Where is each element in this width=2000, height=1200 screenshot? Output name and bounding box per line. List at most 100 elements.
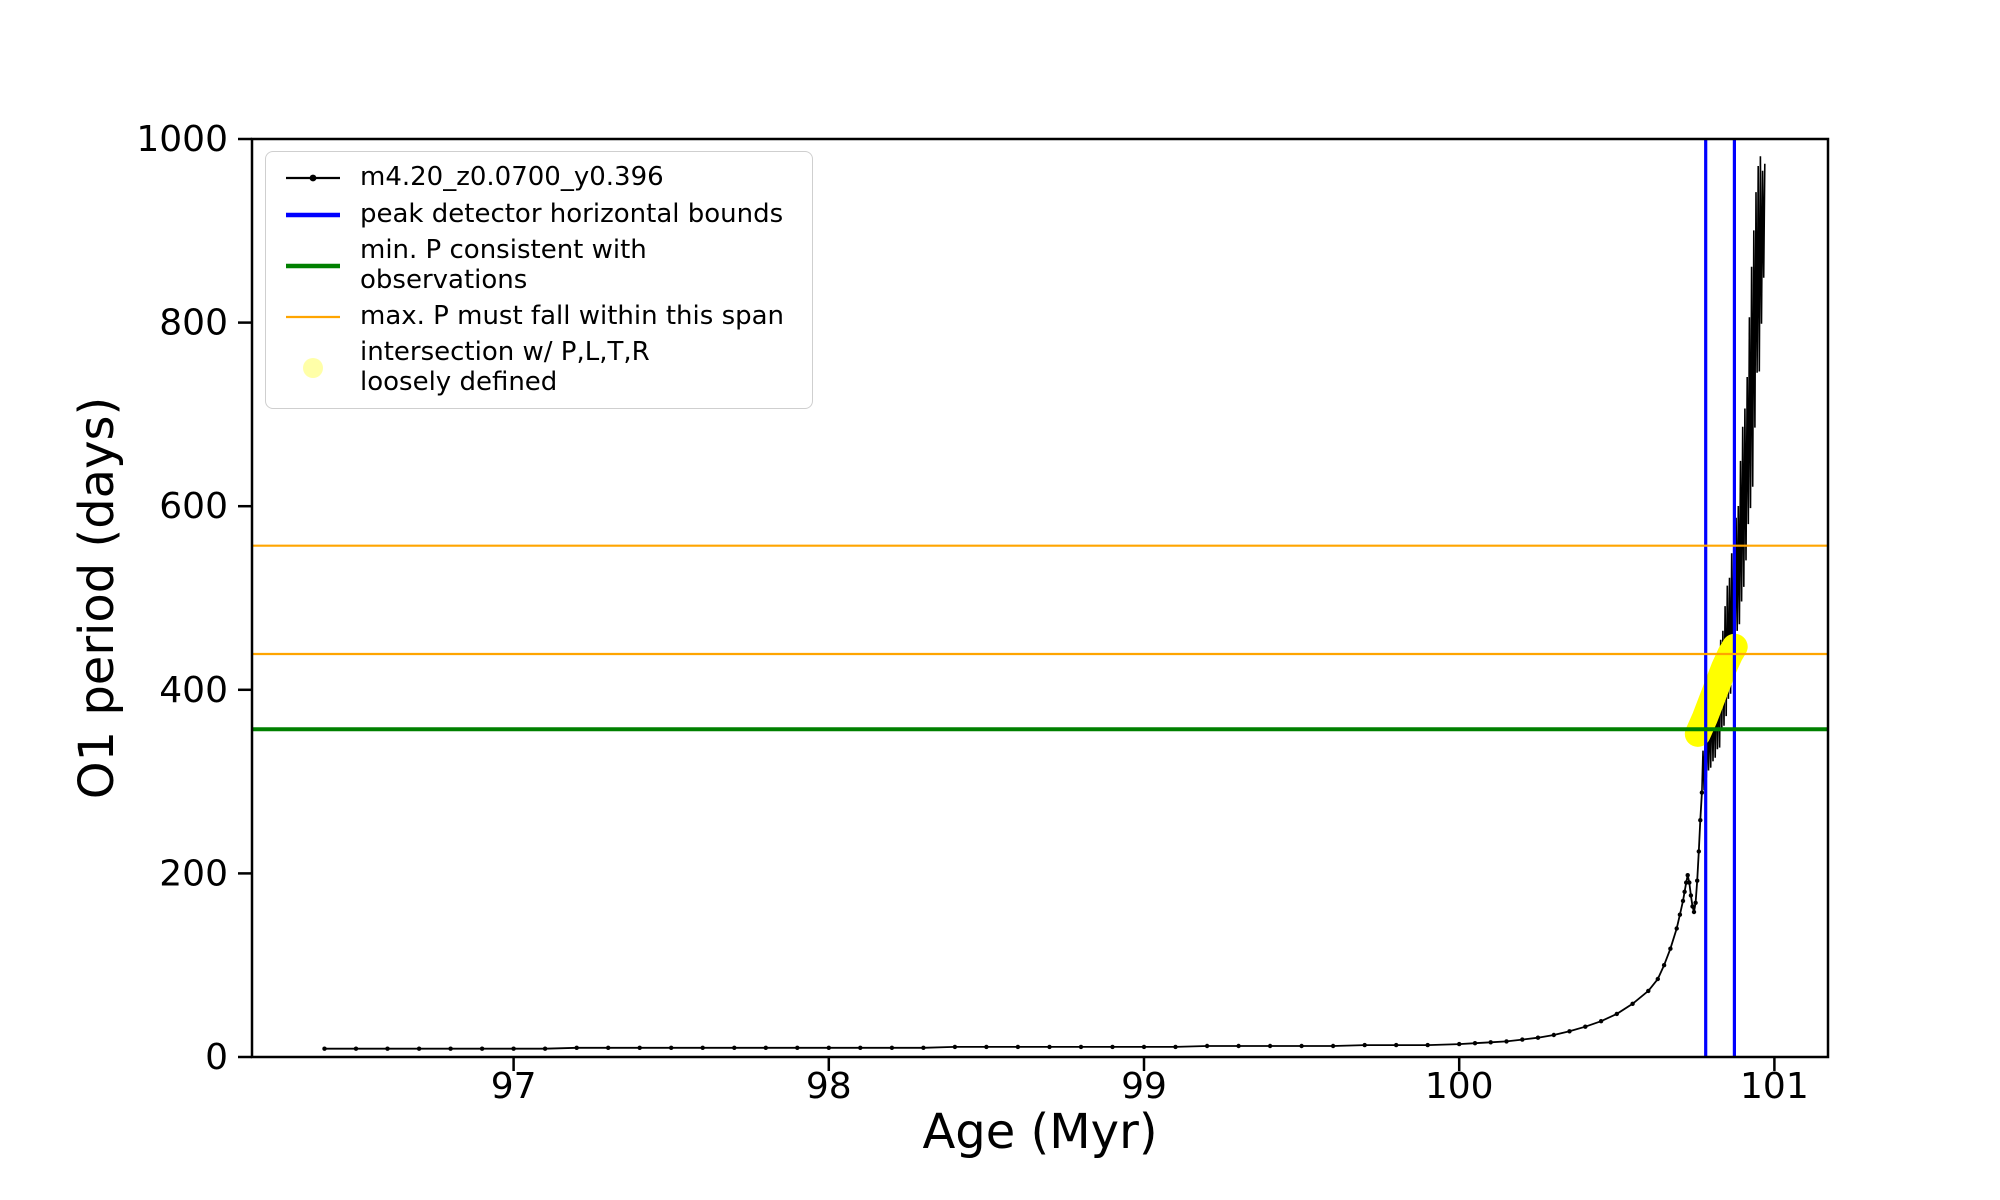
legend-label: m4.20_z0.0700_y0.396 — [360, 162, 664, 193]
series-marker — [1236, 1043, 1241, 1049]
series-marker — [606, 1045, 611, 1051]
series-marker — [1535, 1035, 1541, 1040]
y-tick-label: 400 — [159, 670, 228, 711]
legend-label: min. P consistent with observations — [360, 235, 647, 295]
y-tick-label: 1000 — [136, 119, 228, 160]
legend-entry: max. P must fall within this span — [282, 301, 796, 333]
series-marker — [1687, 880, 1692, 885]
series-marker — [1394, 1042, 1399, 1048]
legend-entry: intersection w/ P,L,T,R loosely defined — [282, 336, 796, 398]
thick-line-legend-swatch — [286, 212, 340, 218]
series-marker — [669, 1045, 674, 1051]
y-axis-title: O1 period (days) — [69, 396, 125, 800]
series-marker — [1684, 880, 1689, 885]
series-marker — [1598, 1019, 1604, 1024]
series-marker — [1693, 900, 1698, 905]
x-tick-label: 100 — [1425, 1066, 1494, 1107]
series-marker — [1685, 873, 1690, 878]
series-marker — [1668, 946, 1673, 951]
series-marker — [1698, 818, 1703, 823]
series-marker — [322, 1046, 327, 1051]
series-marker — [1674, 926, 1679, 931]
series-marker — [1690, 904, 1695, 909]
series-marker — [700, 1045, 705, 1051]
series-marker — [574, 1045, 579, 1051]
series-marker — [1204, 1043, 1210, 1049]
series-marker — [1630, 1001, 1635, 1006]
series-marker — [542, 1046, 548, 1051]
series-marker — [1567, 1029, 1572, 1034]
series-marker — [1682, 889, 1687, 894]
y-tick-label: 800 — [159, 303, 228, 344]
series-marker — [511, 1046, 516, 1051]
series-marker — [889, 1045, 895, 1051]
plot-border — [250, 137, 1830, 1059]
legend-entry: m4.20_z0.0700_y0.396 — [282, 162, 796, 194]
series-marker — [1691, 909, 1697, 915]
x-tick-label: 98 — [806, 1066, 852, 1107]
series-marker — [1015, 1044, 1021, 1050]
series-marker — [353, 1046, 359, 1051]
x-tick-label: 97 — [491, 1066, 537, 1107]
series-marker — [1504, 1039, 1509, 1044]
series-marker — [637, 1045, 642, 1051]
series-marker — [1655, 976, 1661, 982]
series-marker — [952, 1044, 958, 1050]
series-marker — [1520, 1037, 1525, 1042]
series-line — [324, 792, 1703, 1050]
line-marker-legend-swatch — [286, 174, 340, 182]
legend-label: max. P must fall within this span — [360, 300, 785, 331]
series-marker — [1173, 1044, 1178, 1050]
series-marker — [1362, 1042, 1367, 1048]
series-marker — [1699, 790, 1705, 795]
x-tick-label: 99 — [1121, 1066, 1167, 1107]
legend-label: peak detector horizontal bounds — [360, 199, 784, 230]
series-marker — [385, 1046, 390, 1051]
series-marker — [1661, 963, 1667, 968]
legend-entry: peak detector horizontal bounds — [282, 199, 796, 231]
series-marker — [1677, 912, 1683, 917]
series-marker — [1695, 878, 1700, 883]
y-tick-label: 600 — [159, 486, 228, 527]
series-marker — [858, 1045, 863, 1051]
x-axis-title: Age (Myr) — [922, 1104, 1158, 1160]
series-marker — [1267, 1043, 1273, 1049]
series-marker — [1488, 1040, 1493, 1045]
y-tick-label: 0 — [205, 1037, 228, 1078]
series-marker — [984, 1044, 989, 1050]
line-legend-swatch — [286, 315, 340, 318]
series-marker — [1330, 1043, 1336, 1049]
thick-line-legend-swatch — [286, 263, 340, 269]
series-marker — [416, 1046, 422, 1051]
series-marker — [1141, 1044, 1147, 1050]
dot-legend-swatch — [303, 357, 323, 378]
series-marker — [1688, 893, 1694, 898]
series-marker — [479, 1046, 485, 1051]
series-marker — [1457, 1041, 1462, 1047]
legend-entry: min. P consistent with observations — [282, 235, 796, 296]
series-marker — [921, 1045, 926, 1051]
series-marker — [1696, 849, 1702, 854]
series-marker — [763, 1045, 768, 1051]
series-marker — [1614, 1011, 1620, 1017]
series-marker — [732, 1045, 737, 1051]
series-marker — [1680, 898, 1686, 904]
plot-data-layer — [252, 139, 1828, 1057]
intersection-highlight — [1684, 633, 1748, 747]
series-marker — [1047, 1044, 1052, 1050]
series-marker — [1110, 1044, 1115, 1050]
series-marker — [448, 1046, 453, 1051]
series-marker — [826, 1045, 831, 1051]
series-marker — [1551, 1032, 1557, 1038]
series-marker — [1646, 988, 1651, 994]
legend-label: intersection w/ P,L,T,R loosely defined — [360, 336, 650, 397]
series-marker — [1078, 1044, 1084, 1050]
series-marker — [1299, 1043, 1304, 1049]
series-marker — [1425, 1042, 1430, 1048]
y-tick-label: 200 — [159, 853, 228, 894]
x-tick-label: 101 — [1740, 1066, 1809, 1107]
series-marker — [795, 1045, 800, 1051]
